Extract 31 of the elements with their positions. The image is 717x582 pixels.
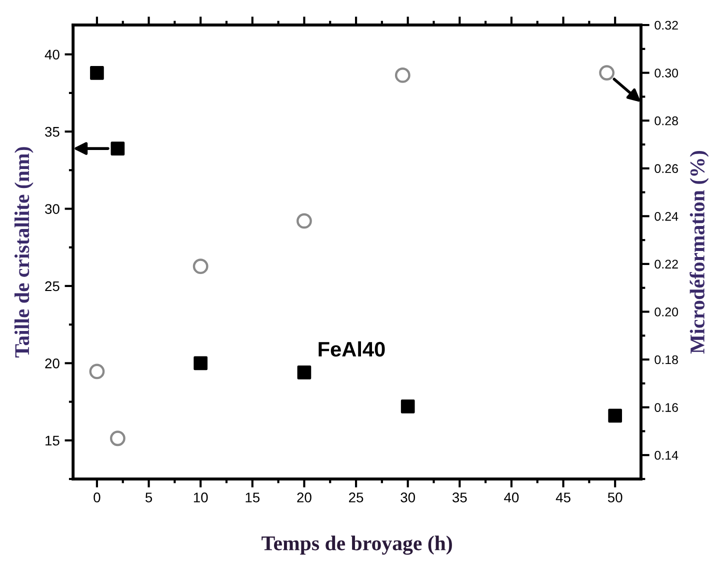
y-tick-label: 35 <box>45 126 60 137</box>
y-tick-label: 15 <box>46 436 60 446</box>
x-tick-label: 30 <box>400 492 416 502</box>
x-tick-label: 15 <box>246 492 260 502</box>
y-tick-label: 25 <box>45 281 60 292</box>
y2-tick-label: 0.18 <box>654 355 678 364</box>
y-tick-label: 30 <box>45 204 60 214</box>
x-tick-label: 45 <box>556 492 570 502</box>
y-tick-label: 40 <box>44 50 60 60</box>
x-tick-label: 0 <box>94 492 100 502</box>
x-tick-label: 35 <box>452 492 467 502</box>
x-tick-label: 40 <box>504 492 519 502</box>
annotation: FeAl40 <box>318 341 385 357</box>
x-tick-label: 5 <box>145 492 152 502</box>
y2-tick-label: 0.26 <box>654 164 678 174</box>
y2-tick-label: 0.22 <box>654 260 678 269</box>
y2-tick-label: 0.24 <box>654 212 678 221</box>
y2-tick-label: 0.20 <box>654 308 678 316</box>
x-axis-title: Temps de broyage (h) <box>262 536 452 555</box>
y2-tick-label: 0.32 <box>654 20 678 30</box>
y2-tick-label: 0.16 <box>654 403 678 412</box>
x-tick-label: 10 <box>194 492 208 502</box>
y2-axis-title: Microdéformation (%) <box>690 150 709 354</box>
y2-tick-label: 0.28 <box>654 116 678 126</box>
y2-tick-label: 0.14 <box>654 450 678 460</box>
x-tick-label: 50 <box>608 492 622 502</box>
y-tick-label: 20 <box>45 358 60 368</box>
x-tick-label: 20 <box>297 492 312 502</box>
y2-tick-label: 0.30 <box>654 68 678 78</box>
y-axis-title: Taille de cristallite (nm) <box>14 147 34 358</box>
x-tick-label: 25 <box>349 492 364 502</box>
